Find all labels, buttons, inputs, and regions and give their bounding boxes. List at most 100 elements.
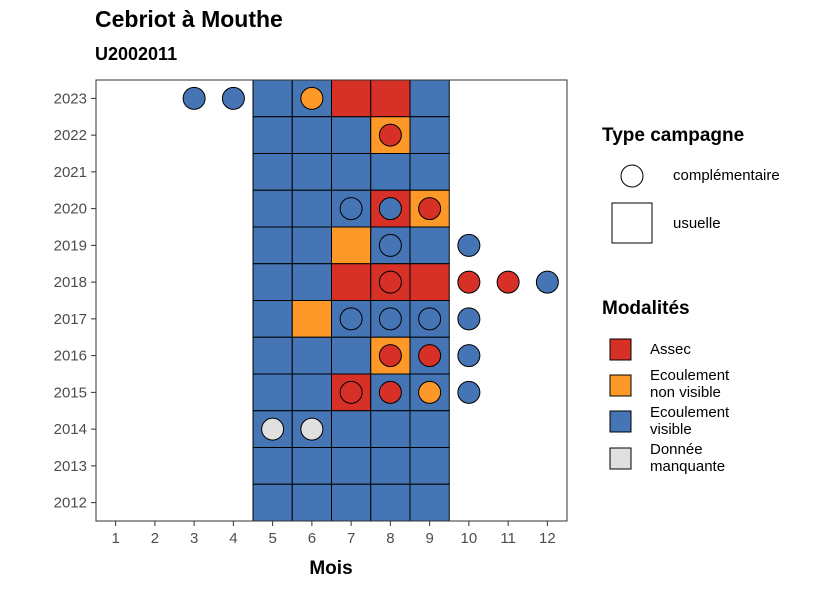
point-2020-7-ecoulement-visible <box>339 197 363 221</box>
complementaire-points <box>182 86 559 441</box>
point-2020-9-assec <box>418 197 442 221</box>
x-tick-label: 8 <box>386 530 394 547</box>
chart-subtitle: U2002011 <box>95 44 178 64</box>
point-2017-9-ecoulement-visible <box>418 307 442 331</box>
tile-2019-9-ecoulement-visible <box>409 226 450 265</box>
y-tick-label: 2017 <box>54 311 87 328</box>
legend-label-ecoulement-visible: Ecoulement visible <box>650 404 730 438</box>
legend-key-donnee-manquante <box>609 447 632 470</box>
point-2016-9-assec <box>418 344 442 368</box>
legend-label-donnee-manquante: Donnée manquante <box>650 441 726 475</box>
y-tick-label: 2014 <box>54 421 87 438</box>
legend-label-complementaire: complémentaire <box>673 167 780 184</box>
tile-2022-5-ecoulement-visible <box>252 116 293 154</box>
y-tick-label: 2023 <box>54 90 87 107</box>
legend-key-ecoulement-non-visible <box>609 374 632 397</box>
legend-key-ecoulement-visible <box>609 410 632 433</box>
x-tick-label: 6 <box>308 530 316 547</box>
tile-2015-6-ecoulement-visible <box>291 373 332 412</box>
tile-2012-7-ecoulement-visible <box>331 483 372 522</box>
tile-2012-9-ecoulement-visible <box>409 483 450 522</box>
tile-2021-5-ecoulement-visible <box>252 153 293 191</box>
tile-2012-6-ecoulement-visible <box>291 483 332 522</box>
y-tick-label: 2013 <box>54 458 87 475</box>
tile-2016-6-ecoulement-visible <box>291 336 332 375</box>
point-2018-11-assec <box>496 270 520 294</box>
point-2016-8-assec <box>378 344 402 368</box>
legend-key-assec <box>609 338 632 361</box>
legend-key-usuelle <box>611 202 653 244</box>
tile-2017-5-ecoulement-visible <box>252 300 293 338</box>
point-2018-8-assec <box>378 270 402 294</box>
legend-label-usuelle: usuelle <box>673 215 721 232</box>
tile-2022-7-ecoulement-visible <box>331 116 372 154</box>
point-2014-5-donnee-manquante <box>261 417 285 441</box>
y-tick-label: 2015 <box>54 384 87 401</box>
legend-modalites-title: Modalités <box>602 298 690 319</box>
tile-2013-8-ecoulement-visible <box>370 447 411 485</box>
x-tick-label: 5 <box>268 530 276 547</box>
y-tick-label: 2020 <box>54 201 87 218</box>
tile-2019-5-ecoulement-visible <box>252 226 293 265</box>
tile-2018-7-assec <box>331 263 372 301</box>
legend-label-assec: Assec <box>650 341 691 358</box>
point-2022-8-assec <box>378 123 402 147</box>
tile-2021-8-ecoulement-visible <box>370 153 411 191</box>
tile-2012-8-ecoulement-visible <box>370 483 411 522</box>
y-tick-label: 2022 <box>54 127 87 144</box>
tile-2021-9-ecoulement-visible <box>409 153 450 191</box>
tile-2018-6-ecoulement-visible <box>291 263 332 301</box>
tile-2020-5-ecoulement-visible <box>252 189 293 228</box>
point-2015-7-assec <box>339 380 363 404</box>
tile-2015-8-ecoulement-visible <box>370 373 411 412</box>
point-2015-10-ecoulement-visible <box>457 380 481 404</box>
x-tick-label: 9 <box>425 530 433 547</box>
x-tick-label: 7 <box>347 530 355 547</box>
tile-2018-5-ecoulement-visible <box>252 263 293 301</box>
tile-2013-6-ecoulement-visible <box>291 447 332 485</box>
tile-2013-5-ecoulement-visible <box>252 447 293 485</box>
point-2016-10-ecoulement-visible <box>457 344 481 368</box>
legend-label-ecoulement-non-visible: Ecoulement non visible <box>650 367 730 401</box>
legend-key-complementaire <box>620 164 644 188</box>
tile-2021-6-ecoulement-visible <box>291 153 332 191</box>
chart-title: Cebriot à Mouthe <box>95 6 283 32</box>
point-2019-10-ecoulement-visible <box>457 233 481 257</box>
point-2023-3-ecoulement-visible <box>182 86 206 110</box>
y-tick-label: 2016 <box>54 348 87 365</box>
y-tick-label: 2021 <box>54 164 87 181</box>
x-axis: 1 2 3 4 5 6 7 8 9 10 11 12 <box>111 521 556 547</box>
tile-2022-6-ecoulement-visible <box>291 116 332 154</box>
tile-2014-7-ecoulement-visible <box>331 410 372 448</box>
x-tick-label: 1 <box>111 530 119 547</box>
tile-2012-5-ecoulement-visible <box>252 483 293 522</box>
tile-2021-7-ecoulement-visible <box>331 153 372 191</box>
point-2014-6-donnee-manquante <box>300 417 324 441</box>
point-2020-8-ecoulement-visible <box>378 197 402 221</box>
tile-2014-9-ecoulement-visible <box>409 410 450 448</box>
tile-2018-9-assec <box>409 263 450 301</box>
tile-2013-7-ecoulement-visible <box>331 447 372 485</box>
point-2023-6-ecoulement-non-visible <box>300 86 324 110</box>
x-tick-label: 2 <box>151 530 159 547</box>
point-2017-10-ecoulement-visible <box>457 307 481 331</box>
tile-2016-5-ecoulement-visible <box>252 336 293 375</box>
usuelle-tiles <box>252 79 450 522</box>
plot-panel-border <box>95 79 568 522</box>
y-axis: 2012 2013 2014 2015 2016 2017 2018 2019 2020 2021… <box>54 90 96 512</box>
tile-2023-8-assec <box>370 79 411 118</box>
point-2023-4-ecoulement-visible <box>221 86 245 110</box>
tile-2019-6-ecoulement-visible <box>291 226 332 265</box>
x-axis-label: Mois <box>309 558 352 579</box>
point-2019-8-ecoulement-visible <box>378 233 402 257</box>
legend-type-title: Type campagne <box>602 125 745 146</box>
tile-2023-7-assec <box>331 79 372 118</box>
x-tick-label: 11 <box>500 530 516 547</box>
tile-2022-9-ecoulement-visible <box>409 116 450 154</box>
tile-2015-5-ecoulement-visible <box>252 373 293 412</box>
tile-2014-8-ecoulement-visible <box>370 410 411 448</box>
tile-2016-7-ecoulement-visible <box>331 336 372 375</box>
tile-2017-6-ecoulement-non-visible <box>291 300 332 338</box>
tile-2013-9-ecoulement-visible <box>409 447 450 485</box>
